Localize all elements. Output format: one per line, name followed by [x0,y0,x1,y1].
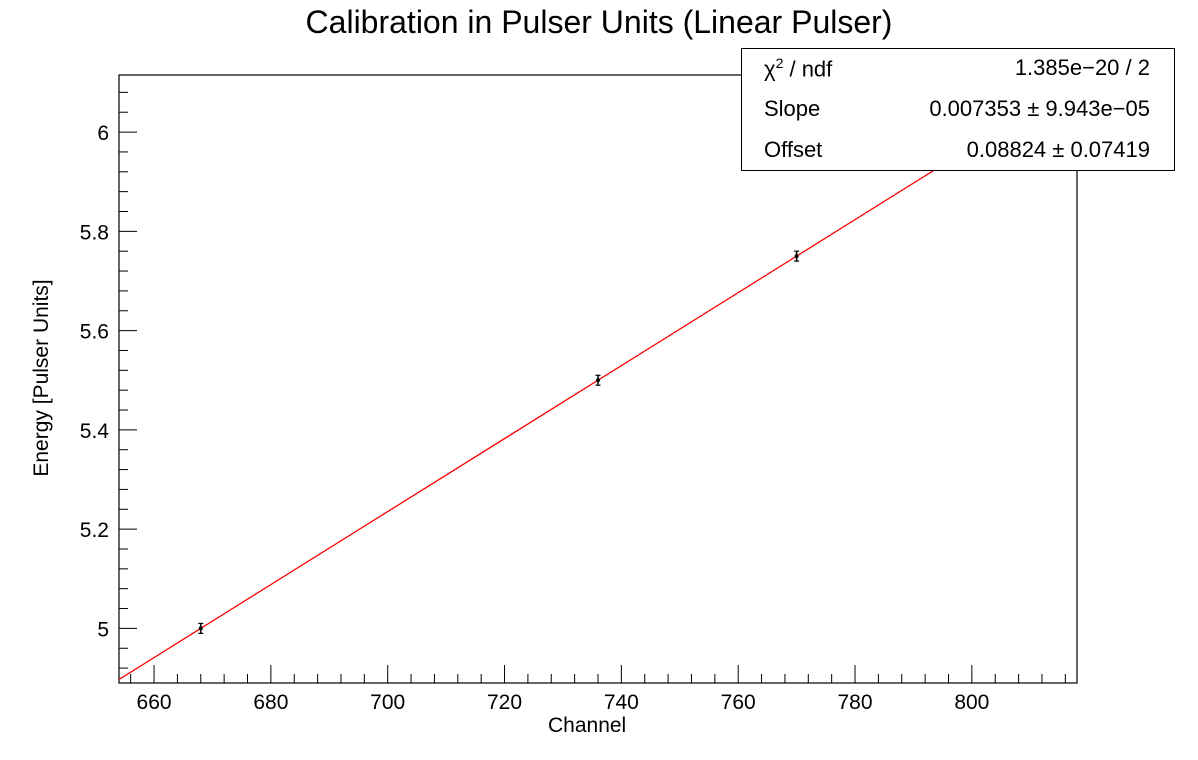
y-tick-label: 5.2 [80,519,109,542]
y-tick-label: 5.6 [80,321,109,344]
stat-slope-label: Slope [764,96,821,121]
x-tick-label: 740 [604,691,639,714]
data-point [198,626,203,631]
stat-slope-value: 0.007353 ± 9.943e−05 [929,96,1150,121]
x-axis-label: Channel [548,714,627,737]
x-tick-label: 760 [721,691,756,714]
stat-chi2: χ2 / ndf 1.385e−20 / 2 [742,49,1174,89]
stat-chi2-label: χ2 / ndf [764,55,833,82]
x-tick-label: 680 [253,691,288,714]
axes: 660 680 700 720 740 760 780 800 5 5.2 5.4 5.6 5.8 6 [80,74,1078,714]
stat-chi2-value: 1.385e−20 / 2 [1014,55,1150,80]
x-tick-label: 720 [487,691,522,714]
data-point [596,378,600,383]
fit-stats-box: χ2 / ndf 1.385e−20 / 2 Slope 0.007353 ± … [741,48,1175,171]
fit-line-group [118,74,1087,681]
x-tick-label: 780 [838,691,873,714]
stat-offset-value: 0.08824 ± 0.07419 [966,137,1150,162]
y-tick-label: 6 [97,122,109,145]
stat-slope: Slope 0.007353 ± 9.943e−05 [742,90,1174,130]
x-tick-label: 660 [137,691,172,714]
y-tick-label: 5.4 [80,420,110,443]
y-tick-label: 5 [97,618,109,641]
x-tick-label: 800 [954,691,989,714]
y-axis-label: Energy [Pulser Units] [30,279,53,477]
fit-line [118,74,1087,681]
stat-offset-label: Offset [764,137,823,162]
y-tick-label: 5.8 [80,221,109,244]
x-tick-label: 700 [370,691,405,714]
data-point [794,254,799,259]
data-points [198,250,800,634]
chart-title: Calibration in Pulser Units (Linear Puls… [305,4,893,40]
stat-offset: Offset 0.08824 ± 0.07419 [742,131,1174,171]
